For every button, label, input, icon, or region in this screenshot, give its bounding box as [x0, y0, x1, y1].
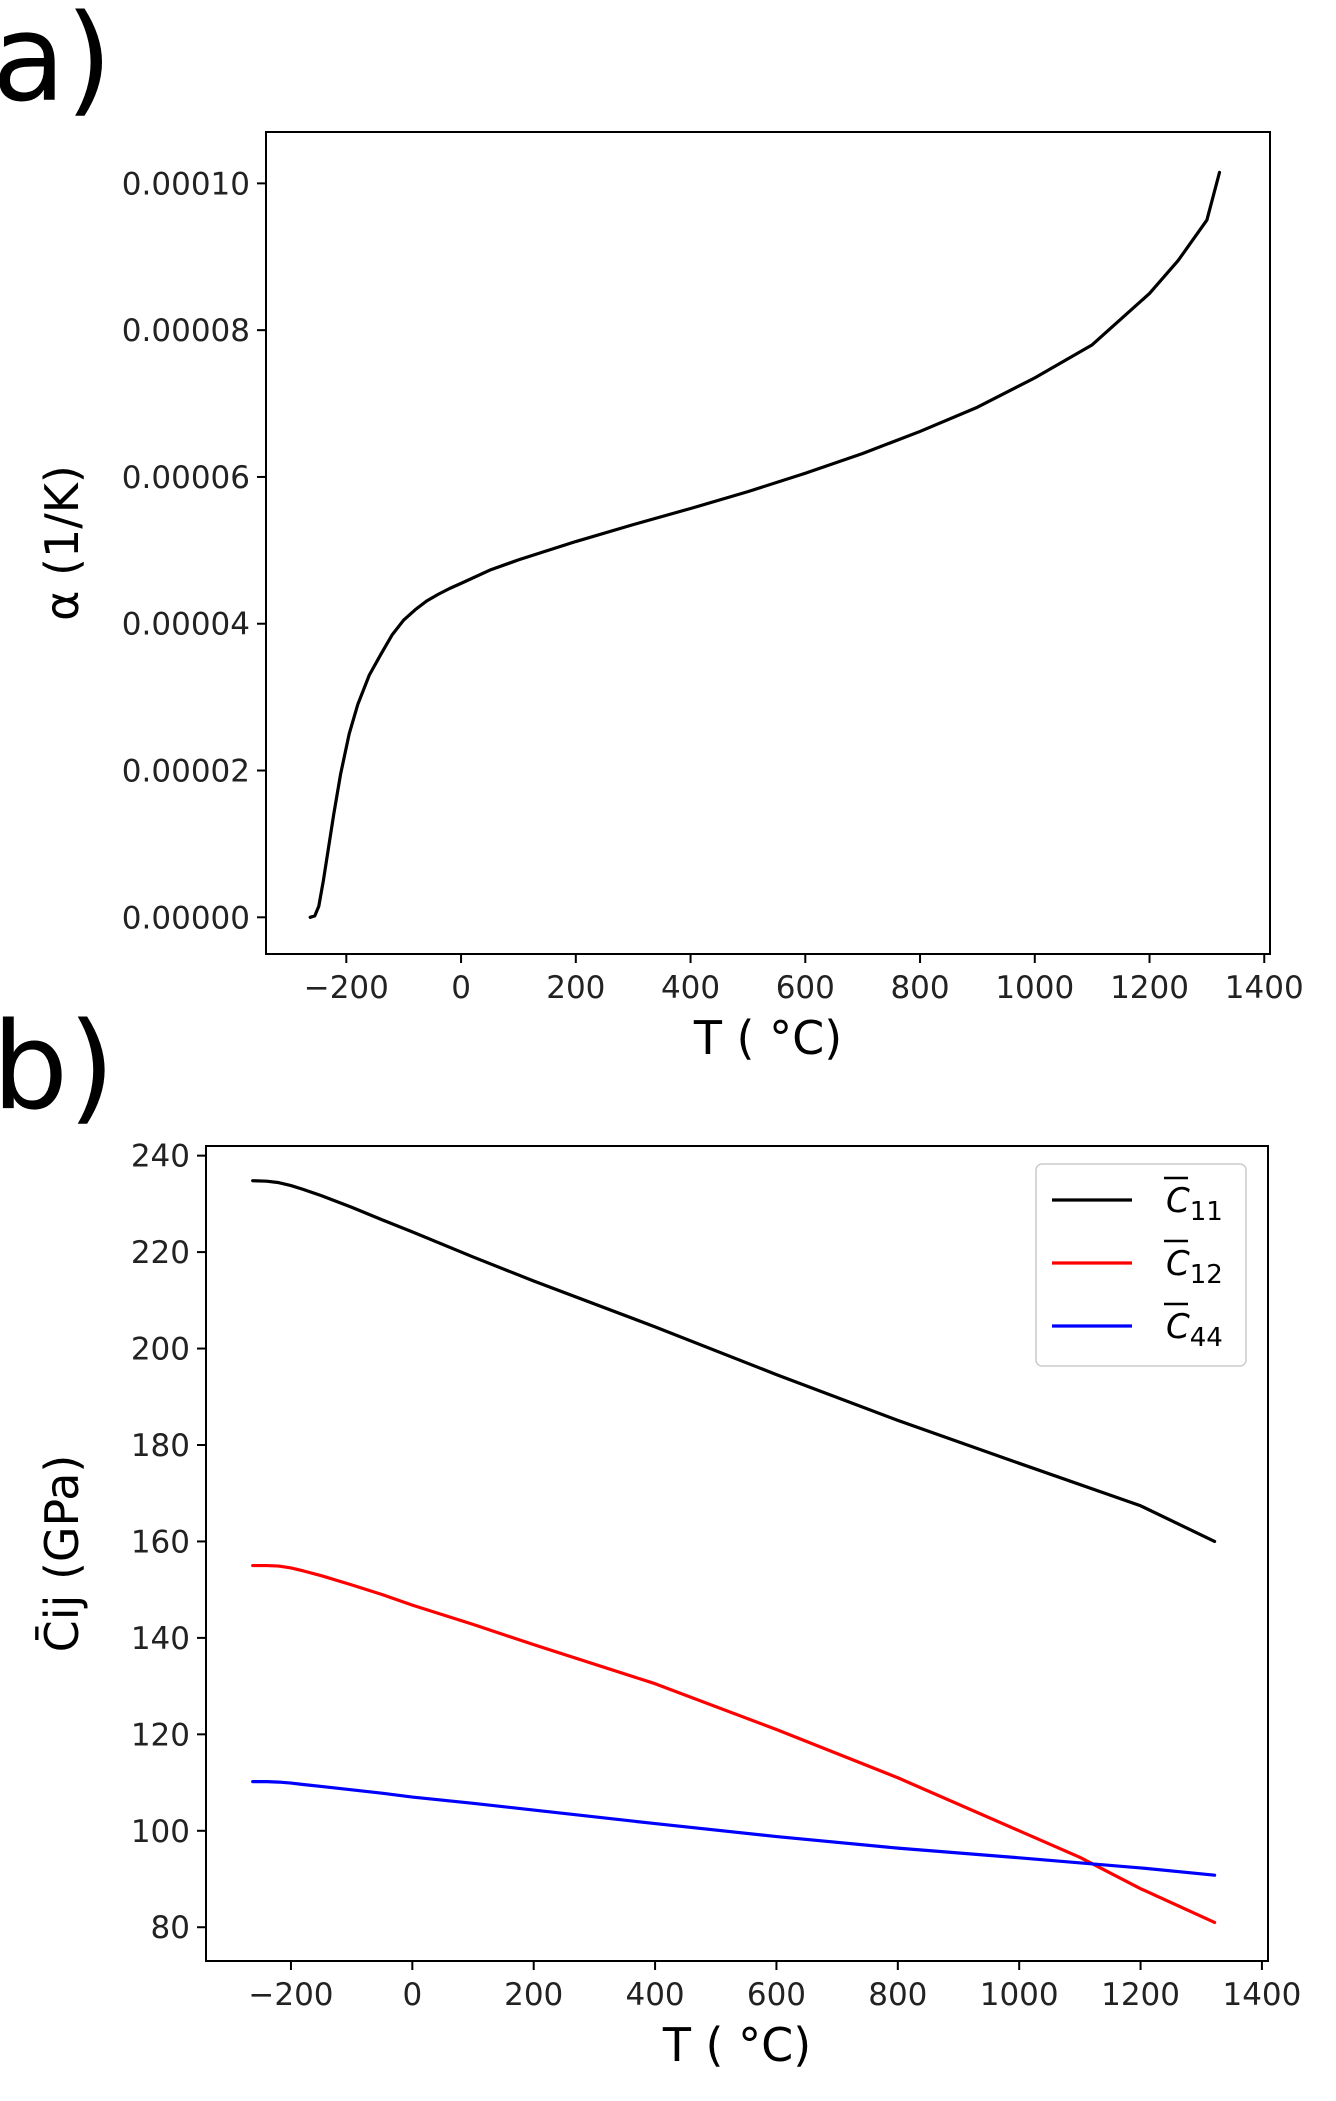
legend-entry-11: C11 [1166, 1181, 1223, 1227]
y-tick-label: 220 [131, 1235, 190, 1271]
x-tick-label: 0 [402, 1977, 422, 2013]
plot-frame [205, 1145, 1269, 1962]
x-tick-label: 1000 [980, 1977, 1059, 2013]
legend-box [1035, 1163, 1247, 1367]
x-tick-label: 200 [504, 1977, 563, 2013]
x-tick-label: 400 [661, 970, 720, 1006]
x-axis-label: T ( °C) [662, 2018, 811, 2072]
panel-label-b: b) [0, 998, 115, 1137]
y-axis-label: α (1/K) [35, 465, 89, 621]
y-tick-label: 0.00004 [122, 607, 250, 643]
y-tick-label: 0.00002 [122, 754, 250, 790]
x-tick-label: 200 [546, 970, 605, 1006]
series-line-alpha [308, 170, 1222, 919]
y-tick-label: 0.00010 [122, 166, 250, 202]
x-tick-label: −200 [304, 970, 389, 1006]
chart-b-elastic-constants-vs-temperature: −200 0 200 400 600 800 1000 1200 1400 80 100 120 140… [35, 1139, 1302, 2072]
y-tick-label: 120 [131, 1717, 190, 1753]
x-tick-label: 1200 [1101, 1977, 1180, 2013]
plot-frame [265, 131, 1271, 955]
x-tick-label: 1000 [995, 970, 1074, 1006]
series-line-44 [251, 1780, 1217, 1877]
y-tick-label: 0.00008 [122, 313, 250, 349]
x-tick-label: 1400 [1225, 970, 1304, 1006]
legend-entry-12: C12 [1166, 1244, 1223, 1290]
y-tick-label: 200 [131, 1332, 190, 1368]
y-tick-label: 0.00006 [122, 460, 250, 496]
y-tick-label: 140 [131, 1621, 190, 1657]
x-tick-label: 1200 [1110, 970, 1189, 1006]
x-axis-label: T ( °C) [693, 1011, 842, 1065]
y-axis-label: C̄ij (GPa) [35, 1455, 89, 1653]
y-tick-label: 180 [131, 1428, 190, 1464]
x-tick-label: 600 [747, 1977, 806, 2013]
panel-label-a: a) [0, 0, 112, 129]
x-tick-label: −200 [248, 1977, 333, 2013]
legend-entry-44: C44 [1166, 1307, 1223, 1353]
x-tick-label: 800 [868, 1977, 927, 2013]
x-tick-label: 600 [776, 970, 835, 1006]
series-line-11 [251, 1179, 1217, 1544]
x-tick-label: 0 [451, 970, 471, 1006]
series-line-12 [251, 1563, 1217, 1925]
x-tick-label: 400 [625, 1977, 684, 2013]
x-tick-label: 1400 [1222, 1977, 1301, 2013]
y-tick-label: 100 [131, 1814, 190, 1850]
y-tick-label: 240 [131, 1139, 190, 1175]
y-tick-label: 0.00000 [122, 900, 250, 936]
chart-a-alpha-vs-temperature: −200 0 200 400 600 800 1000 1200 1400 0.00000 0.00… [35, 131, 1304, 1065]
y-tick-label: 80 [151, 1910, 190, 1946]
x-tick-label: 800 [890, 970, 949, 1006]
y-tick-label: 160 [131, 1524, 190, 1560]
